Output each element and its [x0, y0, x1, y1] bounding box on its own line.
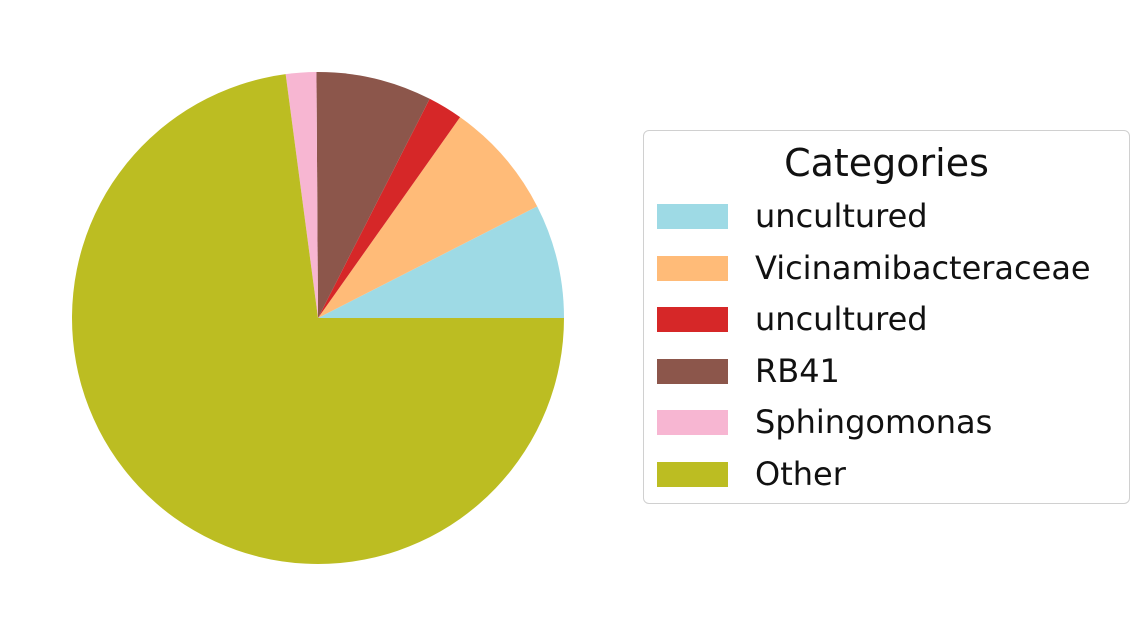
pie-slice-1	[318, 117, 538, 319]
legend-label: Other	[755, 454, 846, 493]
pie-slice-4	[285, 72, 318, 318]
legend-item: uncultured	[644, 296, 1129, 348]
legend-label: RB41	[755, 351, 840, 390]
legend-swatch	[657, 461, 728, 487]
legend-item: Vicinamibacteraceae	[644, 245, 1129, 297]
pie-slice-2	[318, 98, 461, 318]
legend-label: Vicinamibacteraceae	[755, 248, 1091, 287]
legend-item: uncultured	[644, 193, 1129, 245]
pie-slice-3	[316, 71, 430, 318]
legend-list: uncultured Vicinamibacteraceae uncultured R…	[644, 193, 1129, 502]
legend-swatch	[657, 255, 728, 281]
legend-label: Sphingomonas	[755, 403, 993, 441]
pie-chart	[72, 71, 565, 565]
legend-label: uncultured	[755, 300, 928, 338]
legend-label: uncultured	[755, 197, 928, 235]
legend-item: RB41	[644, 348, 1129, 400]
pie-slice-0	[318, 206, 565, 318]
legend-swatch	[657, 307, 728, 332]
legend-swatch	[657, 204, 728, 229]
legend-swatch	[657, 410, 728, 435]
pie-slice-5	[72, 74, 564, 565]
legend-item: Other	[644, 451, 1129, 503]
legend-swatch	[657, 358, 728, 384]
legend-item: Sphingomonas	[644, 399, 1129, 451]
legend-title: Categories	[784, 141, 989, 185]
legend: Categories uncultured Vicinamibacteraceae…	[643, 130, 1130, 504]
